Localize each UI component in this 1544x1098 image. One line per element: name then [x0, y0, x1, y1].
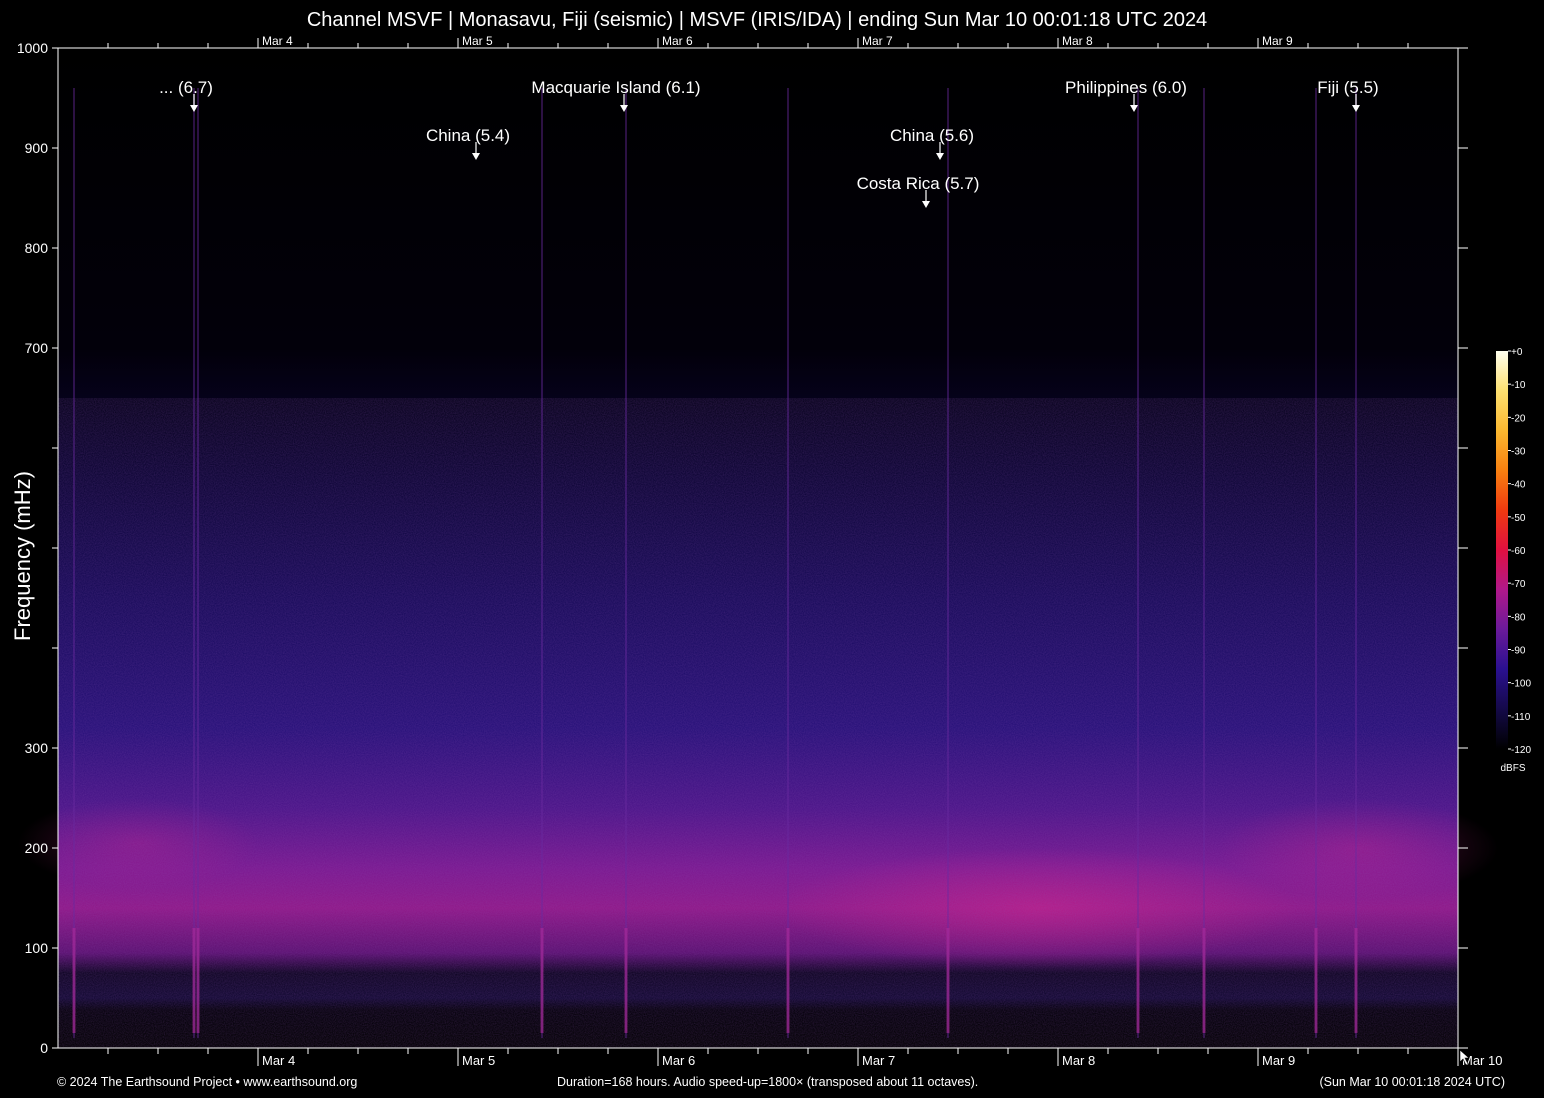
- y-tick-label: 700: [25, 340, 49, 356]
- x-tick-label-top: Mar 4: [262, 34, 293, 48]
- event-arrow-head: [1130, 105, 1138, 112]
- colorbar-tick-label: -60: [1511, 546, 1526, 557]
- event-arrow-head: [1352, 105, 1360, 112]
- y-tick-label: 800: [25, 240, 49, 256]
- colorbar-tick-label: -100: [1511, 679, 1531, 690]
- chart-title: Channel MSVF | Monasavu, Fiji (seismic) …: [306, 9, 1208, 31]
- colorbar-tick-label: -110: [1511, 712, 1531, 723]
- event-arrow-head: [936, 153, 944, 160]
- x-tick-label-top: Mar 6: [662, 34, 693, 48]
- event-label: Costa Rica (5.7): [857, 174, 980, 193]
- event-label: China (5.4): [426, 126, 510, 145]
- y-tick-label: 900: [25, 140, 49, 156]
- event-label: China (5.6): [890, 126, 974, 145]
- spectrogram-noise: [58, 398, 1458, 1048]
- x-tick-label: Mar 6: [662, 1053, 695, 1068]
- colorbar-tick-label: -30: [1511, 447, 1526, 458]
- colorbar-tick-label: -90: [1511, 646, 1526, 657]
- colorbar-tick-label: -70: [1511, 579, 1526, 590]
- colorbar-tick-label: -80: [1511, 612, 1526, 623]
- x-tick-label: Mar 9: [1262, 1053, 1295, 1068]
- colorbar-gradient: [1496, 351, 1508, 749]
- event-arrow-head: [922, 201, 930, 208]
- y-tick-label: 1000: [17, 40, 48, 56]
- x-tick-label: Mar 5: [462, 1053, 495, 1068]
- colorbar-tick-label: -10: [1511, 380, 1526, 391]
- x-tick-label-top: Mar 8: [1062, 34, 1093, 48]
- y-tick-label: 200: [25, 840, 49, 856]
- event-arrow-head: [190, 105, 198, 112]
- colorbar-tick-label: -50: [1511, 513, 1526, 524]
- event-label: ... (6.7): [159, 78, 213, 97]
- duration-text: Duration=168 hours. Audio speed-up=1800×…: [557, 1075, 979, 1089]
- y-tick-label: 0: [40, 1040, 48, 1056]
- y-tick-label: 300: [25, 740, 49, 756]
- copyright-text: © 2024 The Earthsound Project • www.eart…: [57, 1075, 358, 1089]
- event-label: Macquarie Island (6.1): [531, 78, 700, 97]
- colorbar-tick-label: -20: [1511, 413, 1526, 424]
- event-arrow-head: [472, 153, 480, 160]
- x-tick-label-top: Mar 9: [1262, 34, 1293, 48]
- x-tick-label-top: Mar 7: [862, 34, 893, 48]
- event-arrow-head: [620, 105, 628, 112]
- event-label: Philippines (6.0): [1065, 78, 1187, 97]
- x-tick-label-top: Mar 5: [462, 34, 493, 48]
- axes: 0 100 200 300 700 800 900 1000 Frequency (mHz) Ma…: [10, 34, 1502, 1068]
- y-tick-label: 100: [25, 940, 49, 956]
- x-tick-label: Mar 4: [262, 1053, 295, 1068]
- spectrogram-area: [18, 48, 1498, 1048]
- mouse-cursor-icon: [1459, 1049, 1470, 1066]
- colorbar-tick-label: +0: [1511, 347, 1523, 358]
- x-tick-label: Mar 10: [1462, 1053, 1502, 1068]
- event-label: Fiji (5.5): [1317, 78, 1378, 97]
- colorbar-tick-label: -120: [1511, 745, 1531, 756]
- colorbar-tick-label: -40: [1511, 480, 1526, 491]
- y-axis-label: Frequency (mHz): [10, 471, 35, 641]
- event-annotations: ... (6.7) Macquarie Island (6.1) China (5.…: [159, 78, 1379, 208]
- x-tick-label: Mar 7: [862, 1053, 895, 1068]
- colorbar-label: dBFS: [1500, 763, 1525, 774]
- end-time-text: (Sun Mar 10 00:01:18 2024 UTC): [1319, 1075, 1505, 1089]
- event-streaks: [72, 88, 1358, 1038]
- x-tick-label: Mar 8: [1062, 1053, 1095, 1068]
- colorbar: +0 -10 -20 -30 -40 -50 -60 -70 -80 -90 -100 -110 -12…: [1496, 347, 1531, 774]
